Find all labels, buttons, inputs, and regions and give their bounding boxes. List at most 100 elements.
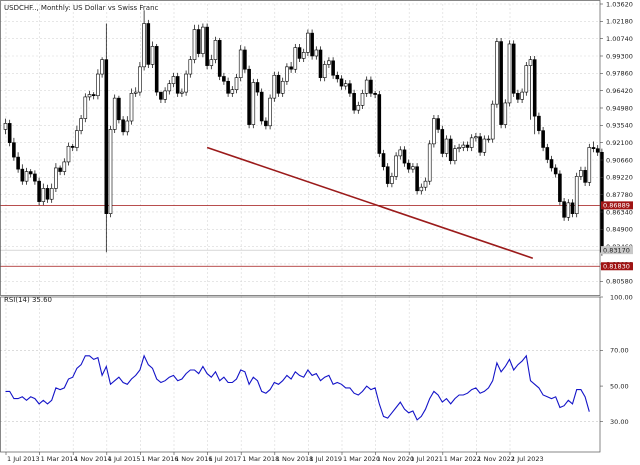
candle-body: [579, 170, 583, 177]
candle-body: [310, 32, 314, 57]
candle-body: [335, 74, 340, 80]
candle-body: [545, 147, 550, 160]
candle-body: [453, 148, 457, 162]
candle-body: [373, 93, 377, 95]
candle-body: [356, 105, 361, 111]
candle-body: [293, 47, 298, 70]
candle-body: [486, 138, 491, 141]
rsi-title: RSI(14) 35.60: [4, 296, 52, 304]
candle-body: [511, 43, 516, 94]
candle-body: [184, 73, 188, 93]
candle-body: [175, 76, 180, 94]
candle-body: [444, 138, 449, 154]
candle-body: [264, 120, 268, 127]
price-tick-label: 0.87780: [606, 191, 633, 199]
candle-body: [381, 153, 386, 168]
candle-body: [276, 74, 281, 94]
candle-body: [394, 155, 398, 177]
chart-title: USDCHF.., Monthly: US Dollar vs Swiss Fr…: [4, 4, 159, 12]
candle-body: [154, 46, 159, 93]
candle-body: [440, 129, 445, 154]
candle-body: [411, 166, 415, 170]
price-level-label: 0.86889: [603, 202, 630, 210]
time-tick-label: 1 Jul 2021: [410, 455, 443, 463]
time-tick-label: 1 Nov 2016: [175, 455, 213, 463]
price-tick-label: 0.86340: [606, 208, 633, 216]
candle-body: [377, 94, 382, 154]
candle-body: [24, 171, 29, 182]
candle-body: [196, 29, 201, 54]
candle-body: [201, 26, 205, 54]
price-tick-label: 0.99300: [606, 52, 633, 60]
candle-body: [112, 97, 117, 130]
candle-body: [448, 138, 453, 162]
main-panel-frame: [0, 0, 601, 296]
candle-body: [532, 59, 537, 117]
candle-body: [142, 23, 146, 68]
candle-body: [385, 166, 390, 184]
candle-body: [457, 147, 461, 149]
rsi-tick-label: 70.00: [610, 347, 629, 355]
candle-body: [192, 29, 197, 60]
candle-body: [138, 66, 142, 93]
candle-body: [96, 73, 100, 97]
candle-body: [322, 64, 327, 78]
rsi-tick-label: 50.00: [610, 382, 629, 390]
candle-body: [28, 171, 33, 175]
candle-body: [83, 96, 88, 119]
candle-body: [306, 32, 310, 53]
candle-body: [58, 167, 62, 172]
candle-body: [570, 202, 575, 214]
candle-body: [402, 149, 407, 164]
candle-body: [159, 91, 163, 100]
candle-body: [226, 80, 230, 94]
candle-body: [104, 59, 109, 214]
candle-body: [150, 46, 155, 65]
candle-body: [62, 161, 67, 172]
candle-body: [234, 77, 239, 90]
candle-body: [163, 90, 167, 100]
rsi-line[interactable]: [5, 354, 590, 421]
candle-body: [66, 145, 71, 163]
candle-body: [125, 120, 130, 133]
candle-body: [54, 167, 58, 189]
candle-body: [16, 156, 20, 170]
candle-body: [49, 188, 54, 200]
candle-body: [432, 118, 436, 145]
candle-body: [558, 173, 562, 202]
chart-frame: [0, 0, 601, 453]
candle-body: [238, 49, 243, 78]
time-tick-label: 1 Mar 2016: [141, 455, 178, 463]
price-tick-label: 0.90660: [606, 156, 633, 164]
chart-grid: [0, 3, 600, 452]
time-tick-label: 1 Jul 2013: [7, 455, 40, 463]
candle-body: [507, 43, 512, 104]
candle-body: [133, 91, 138, 94]
price-tick-label: 0.92100: [606, 139, 633, 147]
price-tick-label: 1.00740: [606, 35, 633, 43]
candle-body: [541, 130, 545, 148]
candle-body: [524, 65, 529, 93]
candle-body: [516, 93, 520, 100]
candle-body: [318, 49, 323, 78]
candle-body: [566, 202, 571, 218]
time-tick-label: 1 Mar 2018: [242, 455, 279, 463]
candle-body: [348, 83, 352, 94]
trend-line[interactable]: [206, 146, 534, 259]
candle-body: [171, 76, 176, 84]
price-level-label: 0.81830: [603, 263, 630, 271]
candle-body: [289, 66, 293, 70]
candle-body: [79, 118, 83, 131]
candle-body: [205, 26, 209, 66]
price-level-tag: [601, 201, 633, 210]
candle-body: [222, 76, 226, 82]
candle-body: [591, 147, 596, 149]
candle-body: [301, 52, 306, 59]
candle-body: [121, 119, 125, 133]
candle-body: [474, 136, 478, 139]
candle-body: [251, 82, 256, 125]
candle-body: [436, 118, 440, 130]
price-tick-label: 0.97860: [606, 70, 633, 78]
candle-body: [41, 188, 46, 202]
